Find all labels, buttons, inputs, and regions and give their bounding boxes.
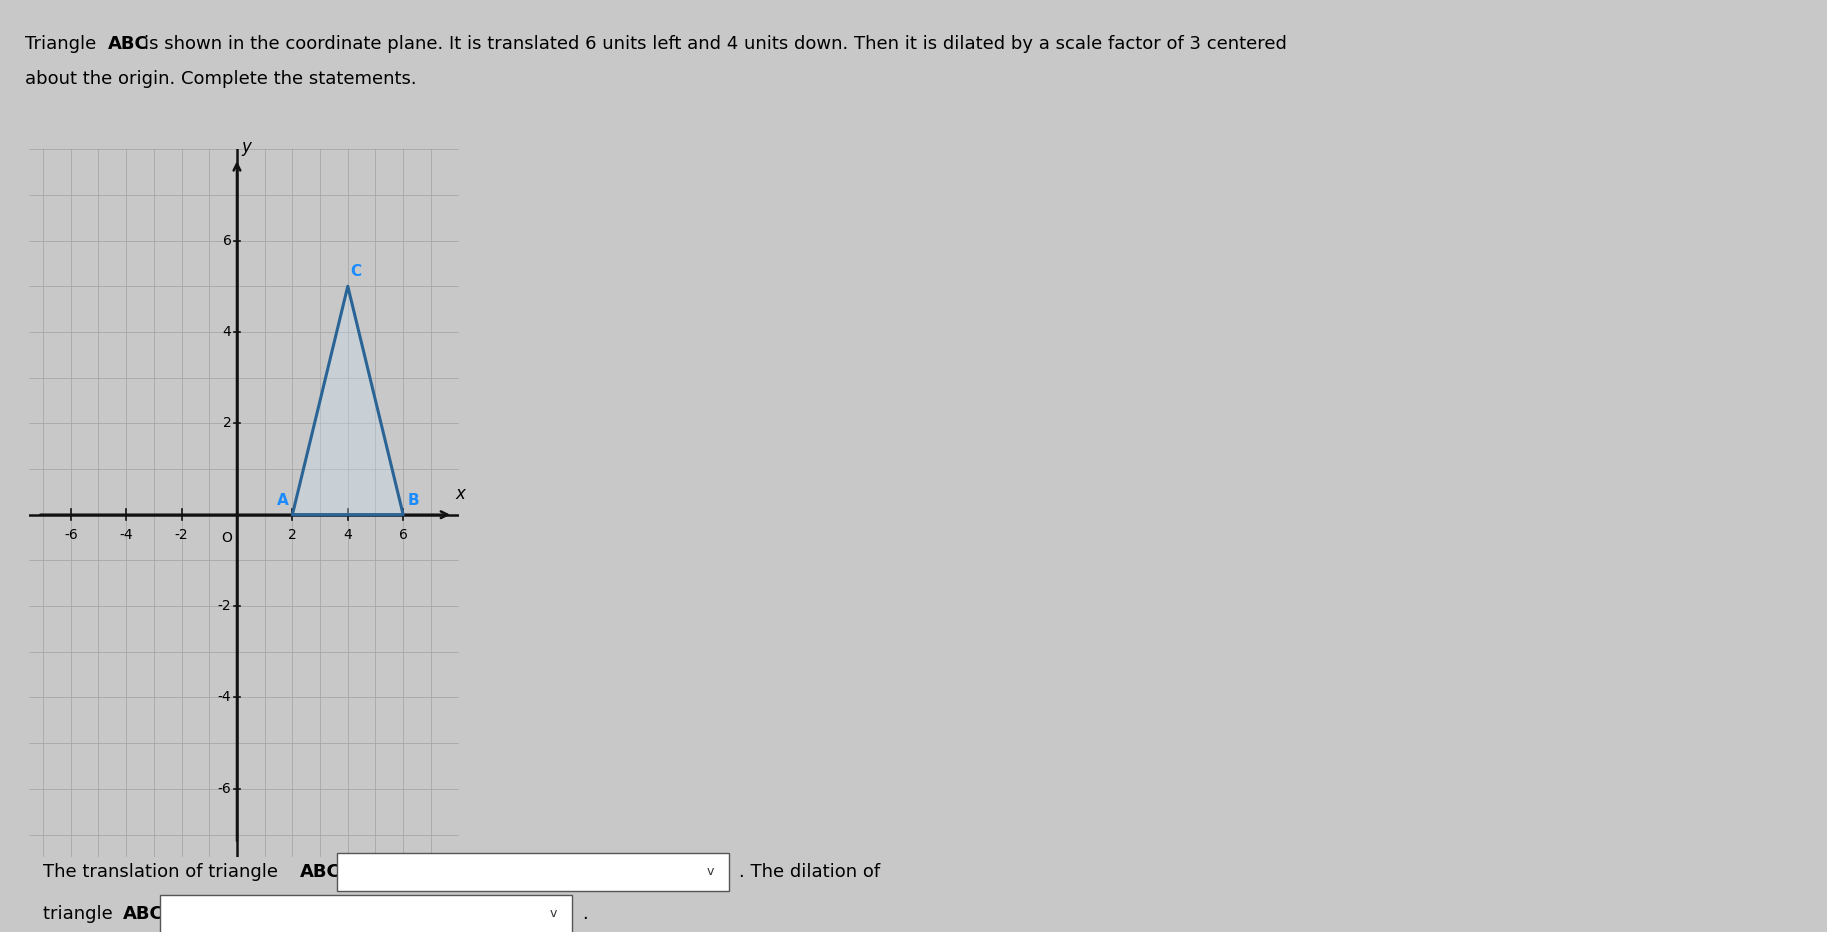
FancyBboxPatch shape <box>336 853 729 891</box>
Text: Triangle: Triangle <box>26 35 102 53</box>
Polygon shape <box>292 286 404 514</box>
Text: ABC: ABC <box>300 863 340 881</box>
Text: -6: -6 <box>217 782 232 796</box>
Text: 4: 4 <box>223 325 232 339</box>
Text: O: O <box>221 530 232 544</box>
Text: -2: -2 <box>217 599 232 613</box>
Text: is shown in the coordinate plane. It is translated 6 units left and 4 units down: is shown in the coordinate plane. It is … <box>144 35 1286 53</box>
Text: -2: -2 <box>175 528 188 542</box>
Text: v: v <box>707 865 714 878</box>
Text: C: C <box>351 265 362 280</box>
Text: x: x <box>455 486 466 503</box>
Text: . The dilation of: . The dilation of <box>738 863 879 881</box>
FancyBboxPatch shape <box>161 895 572 932</box>
Text: triangle: triangle <box>42 905 119 923</box>
Text: 2: 2 <box>289 528 296 542</box>
Text: 2: 2 <box>223 417 232 431</box>
Text: about the origin. Complete the statements.: about the origin. Complete the statement… <box>26 70 417 88</box>
Text: -6: -6 <box>64 528 79 542</box>
Text: -4: -4 <box>119 528 133 542</box>
Text: A: A <box>276 493 289 508</box>
Text: ABC: ABC <box>122 905 164 923</box>
Text: 6: 6 <box>398 528 407 542</box>
Text: v: v <box>550 907 557 920</box>
Text: B: B <box>407 493 418 508</box>
Text: The translation of triangle: The translation of triangle <box>42 863 283 881</box>
Text: .: . <box>581 905 588 923</box>
Text: 4: 4 <box>343 528 353 542</box>
Text: y: y <box>241 138 250 156</box>
Text: ABC: ABC <box>108 35 148 53</box>
Text: 6: 6 <box>223 234 232 248</box>
Text: -4: -4 <box>217 691 232 705</box>
